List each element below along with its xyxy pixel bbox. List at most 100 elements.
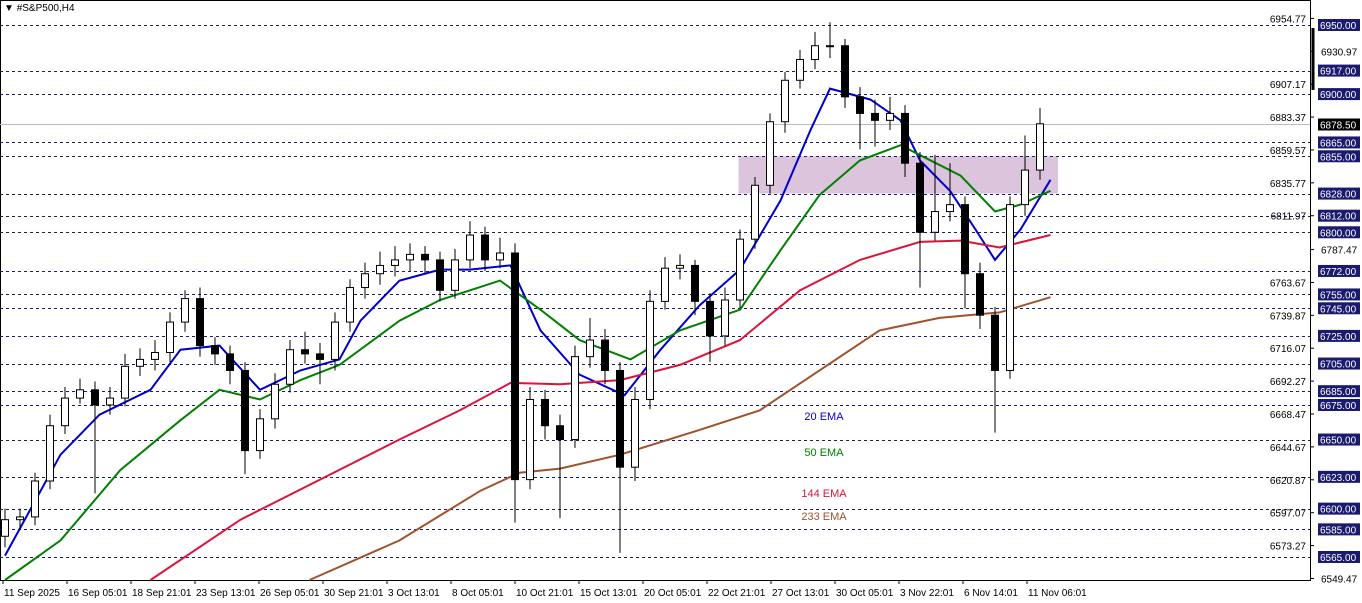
level-price-label: 6650.00 [1318, 433, 1360, 447]
y-tick-label: 6573.27 [1270, 542, 1307, 553]
x-tick-label: 15 Oct 13:01 [580, 588, 638, 599]
candle [166, 312, 174, 363]
candle-body [526, 398, 534, 481]
candle-body [331, 321, 339, 360]
level-text: 6623.00 [1320, 473, 1357, 484]
candle [856, 87, 864, 150]
x-tick-label: 30 Sep 21:01 [324, 588, 384, 599]
x-tick-label: 18 Sep 21:01 [132, 588, 192, 599]
level-box [1318, 329, 1360, 342]
level-price-label: 6565.00 [1318, 550, 1360, 564]
level-box [1318, 264, 1360, 277]
candle-body [676, 264, 684, 269]
candle-body [736, 238, 744, 301]
candle [796, 49, 804, 89]
level-box [1318, 470, 1360, 483]
x-tick-label: 10 Oct 21:01 [516, 588, 574, 599]
x-tick-label: 6 Nov 14:01 [964, 588, 1018, 599]
candle [91, 381, 99, 494]
candle [901, 105, 909, 177]
level-price-label: 6600.00 [1318, 502, 1360, 516]
level-box [1318, 209, 1360, 222]
candle-body [16, 516, 24, 521]
candle [61, 387, 69, 435]
candle-body [181, 298, 189, 323]
y-tick-label: 6811.97 [1271, 212, 1307, 223]
candle-body [226, 353, 234, 371]
level-box [1318, 288, 1360, 301]
candle-body [541, 398, 549, 427]
candle [496, 237, 504, 269]
x-tick-label: 26 Sep 05:01 [260, 588, 320, 599]
candle [811, 31, 819, 70]
candle-body [1006, 204, 1014, 371]
candle [136, 348, 144, 376]
candle [916, 152, 924, 288]
level-price-label: 6675.00 [1318, 398, 1360, 412]
candle [376, 251, 384, 285]
candle-body [886, 112, 894, 121]
candle [526, 387, 534, 490]
candle-body [271, 383, 279, 420]
y-tick-label: 6954.77 [1270, 14, 1307, 25]
x-tick-label: 11 Nov 06:01 [1028, 588, 1087, 599]
candle [631, 387, 639, 481]
candle [151, 340, 159, 371]
candle [841, 38, 849, 108]
x-tick-label: 20 Oct 05:01 [644, 588, 702, 599]
level-box [1318, 88, 1360, 101]
level-price-label: 6865.00 [1318, 136, 1360, 149]
level-text: 6828.00 [1320, 190, 1357, 201]
level-text: 6800.00 [1320, 228, 1357, 239]
candle-body [616, 369, 624, 468]
current-box [1318, 118, 1360, 131]
candle [1006, 196, 1014, 379]
y-tick-label: 6668.47 [1270, 410, 1307, 421]
candle-body [451, 259, 459, 291]
candle-body [196, 298, 204, 347]
level-box [1318, 187, 1360, 200]
x-tick-label: 30 Oct 05:01 [836, 588, 894, 599]
candle [16, 508, 24, 530]
candle-body [811, 45, 819, 61]
candle [31, 472, 39, 526]
triangle-down-icon[interactable]: ▼ [4, 3, 14, 14]
candle-body [1, 519, 9, 537]
candle-body [901, 112, 909, 164]
candle [241, 362, 249, 475]
candle-body [976, 273, 984, 316]
candle-body [481, 234, 489, 261]
candle-body [841, 45, 849, 98]
candle-body [61, 397, 69, 427]
candle [991, 306, 999, 433]
level-box [1318, 19, 1360, 31]
candle [976, 262, 984, 329]
y-tick-label: 6549.47 [1321, 574, 1358, 585]
level-text: 6685.00 [1320, 387, 1357, 398]
candle-body [586, 339, 594, 358]
level-price-label: 6917.00 [1318, 64, 1360, 78]
candle [931, 154, 939, 241]
ema-label: 144 EMA [801, 488, 847, 500]
level-box [1318, 357, 1360, 370]
candle [616, 362, 624, 553]
candle [691, 259, 699, 316]
level-box [1318, 385, 1360, 398]
y-tick-label: 6692.27 [1270, 377, 1307, 388]
candle-body [766, 121, 774, 186]
level-text: 6675.00 [1320, 401, 1357, 412]
level-price-label: 6685.00 [1318, 385, 1360, 398]
level-price-label: 6725.00 [1318, 329, 1360, 343]
candle-body [646, 300, 654, 400]
candle [406, 243, 414, 271]
candle-body [151, 351, 159, 360]
level-text: 6650.00 [1320, 436, 1357, 447]
level-price-label: 6705.00 [1318, 357, 1360, 371]
level-text: 6812.00 [1320, 212, 1357, 223]
candle [301, 331, 309, 364]
level-box [1318, 136, 1360, 149]
candle-body [571, 356, 579, 441]
candle-body [421, 253, 429, 261]
level-box [1318, 502, 1360, 515]
